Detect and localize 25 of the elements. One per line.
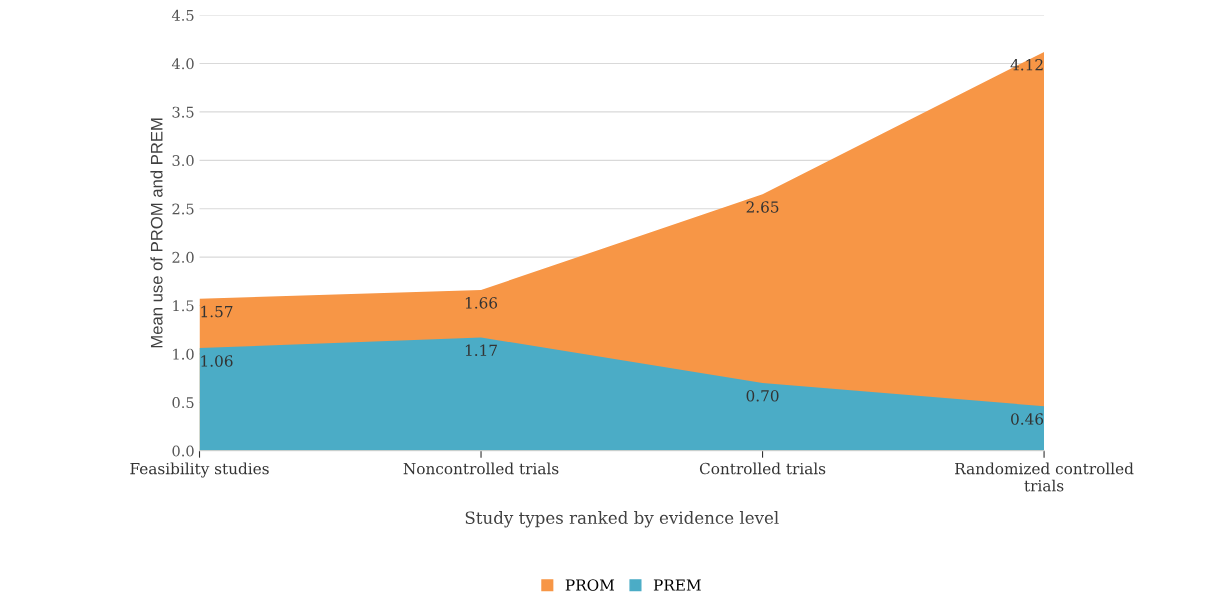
text: 2.0 [172,251,194,263]
x-axis-title: Study types ranked by evidence level [465,511,779,528]
legend-label: PROM [565,579,615,591]
text: 4.5 [171,9,194,21]
x-tick-label: Randomized controlled trials [955,462,1134,492]
text: 0.0 [172,445,194,457]
text: 1.0 [173,348,194,360]
text: 0.5 [172,397,194,409]
data-label: 0.70 [746,390,779,402]
data-label: 1.17 [465,344,497,357]
x-tick-label: Controlled trials [699,462,826,475]
x-tick-label: Noncontrolled trials [403,462,559,475]
x-tick-label: Feasibility studies [130,462,269,478]
data-label: 0.46 [1011,413,1044,425]
data-label: 2.65 [746,201,779,213]
data-label: 1.06 [201,355,233,367]
y-axis-title: Mean use of PROM and PREM [150,118,163,348]
text: 3.0 [172,155,194,167]
data-label: 1.57 [201,305,233,318]
legend-label: PREM [653,579,701,591]
text: 1.5 [173,300,194,312]
data-label: 1.66 [465,297,498,309]
text: 2.5 [172,203,194,215]
text: 3.5 [172,106,194,118]
text: 4.0 [171,58,194,70]
